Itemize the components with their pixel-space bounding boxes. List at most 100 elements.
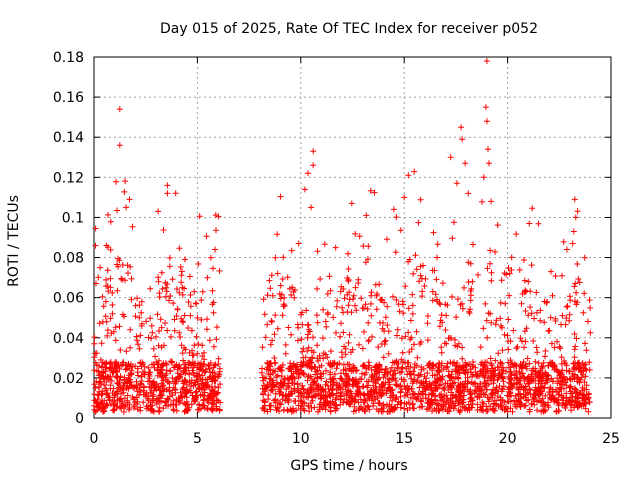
data-point [528, 262, 535, 269]
data-point [282, 350, 289, 357]
data-point [466, 388, 472, 395]
data-point [497, 315, 504, 322]
data-point [328, 348, 334, 355]
data-point [426, 391, 432, 398]
data-point [563, 246, 570, 253]
data-point [521, 378, 528, 384]
data-point [503, 271, 510, 278]
data-point [150, 391, 157, 398]
data-point [268, 272, 275, 279]
data-point [442, 301, 449, 308]
data-point [491, 372, 498, 379]
data-point [375, 344, 382, 351]
data-point [564, 303, 571, 310]
data-point [548, 268, 554, 275]
data-point [260, 377, 267, 384]
data-point [573, 335, 580, 342]
data-point [207, 254, 214, 261]
data-point [148, 407, 154, 414]
data-point [492, 389, 499, 396]
data-point [492, 402, 499, 408]
data-point [560, 394, 567, 401]
data-point [500, 378, 507, 385]
data-point [278, 373, 285, 380]
data-point [103, 242, 110, 249]
data-point [401, 405, 408, 412]
data-point [288, 292, 295, 298]
data-point [193, 300, 200, 307]
data-point [353, 407, 360, 414]
data-point [422, 275, 429, 282]
data-point [166, 393, 173, 400]
data-point [494, 393, 501, 400]
data-point [178, 272, 185, 279]
data-point [489, 406, 496, 413]
data-point [171, 327, 178, 334]
data-point [167, 358, 174, 365]
data-point [324, 309, 331, 316]
data-point [376, 362, 383, 369]
data-point [120, 408, 127, 415]
data-point [434, 254, 440, 261]
y-axis-label: ROTI / TECUs [6, 195, 22, 287]
data-point [128, 275, 135, 282]
data-point [424, 337, 431, 344]
data-point [295, 402, 302, 409]
data-point [155, 407, 162, 414]
data-point [337, 333, 344, 340]
data-point [553, 397, 560, 404]
data-point [92, 242, 99, 249]
data-point [298, 311, 304, 318]
data-point [527, 304, 534, 311]
data-point [122, 178, 129, 185]
data-point [573, 395, 580, 402]
data-point [455, 375, 462, 382]
data-point [370, 400, 377, 407]
data-point [359, 345, 366, 352]
data-point [280, 301, 287, 308]
data-point [337, 375, 344, 382]
data-point [338, 283, 345, 290]
data-point [487, 355, 494, 362]
data-point [116, 142, 123, 149]
data-point [438, 312, 445, 318]
data-point [542, 392, 549, 399]
data-point [261, 374, 267, 381]
data-point [310, 334, 316, 341]
data-point [541, 401, 548, 408]
data-point [212, 246, 218, 253]
data-point [91, 334, 98, 341]
data-point [215, 213, 222, 220]
data-point [179, 291, 186, 298]
data-point [113, 368, 120, 374]
data-point [166, 254, 173, 261]
data-point [182, 361, 189, 368]
data-point [191, 288, 198, 295]
data-point [546, 327, 553, 334]
data-point [472, 364, 479, 371]
data-point [376, 281, 383, 288]
data-point [96, 320, 103, 327]
data-point [187, 292, 194, 298]
data-point [526, 406, 533, 413]
data-point [562, 400, 569, 407]
data-point [172, 380, 179, 387]
data-point [547, 314, 554, 321]
data-point [177, 264, 184, 270]
data-point [441, 386, 448, 393]
data-point [179, 268, 185, 275]
data-point [273, 381, 280, 388]
data-point [127, 326, 134, 333]
data-point [520, 257, 527, 263]
data-point [346, 397, 352, 403]
data-point [213, 390, 220, 397]
data-point [451, 336, 458, 343]
data-point [109, 369, 116, 376]
data-point [181, 408, 188, 415]
data-point [525, 396, 532, 403]
data-point [548, 375, 555, 382]
data-point [340, 329, 347, 336]
data-point [447, 359, 454, 366]
data-point [462, 160, 469, 167]
